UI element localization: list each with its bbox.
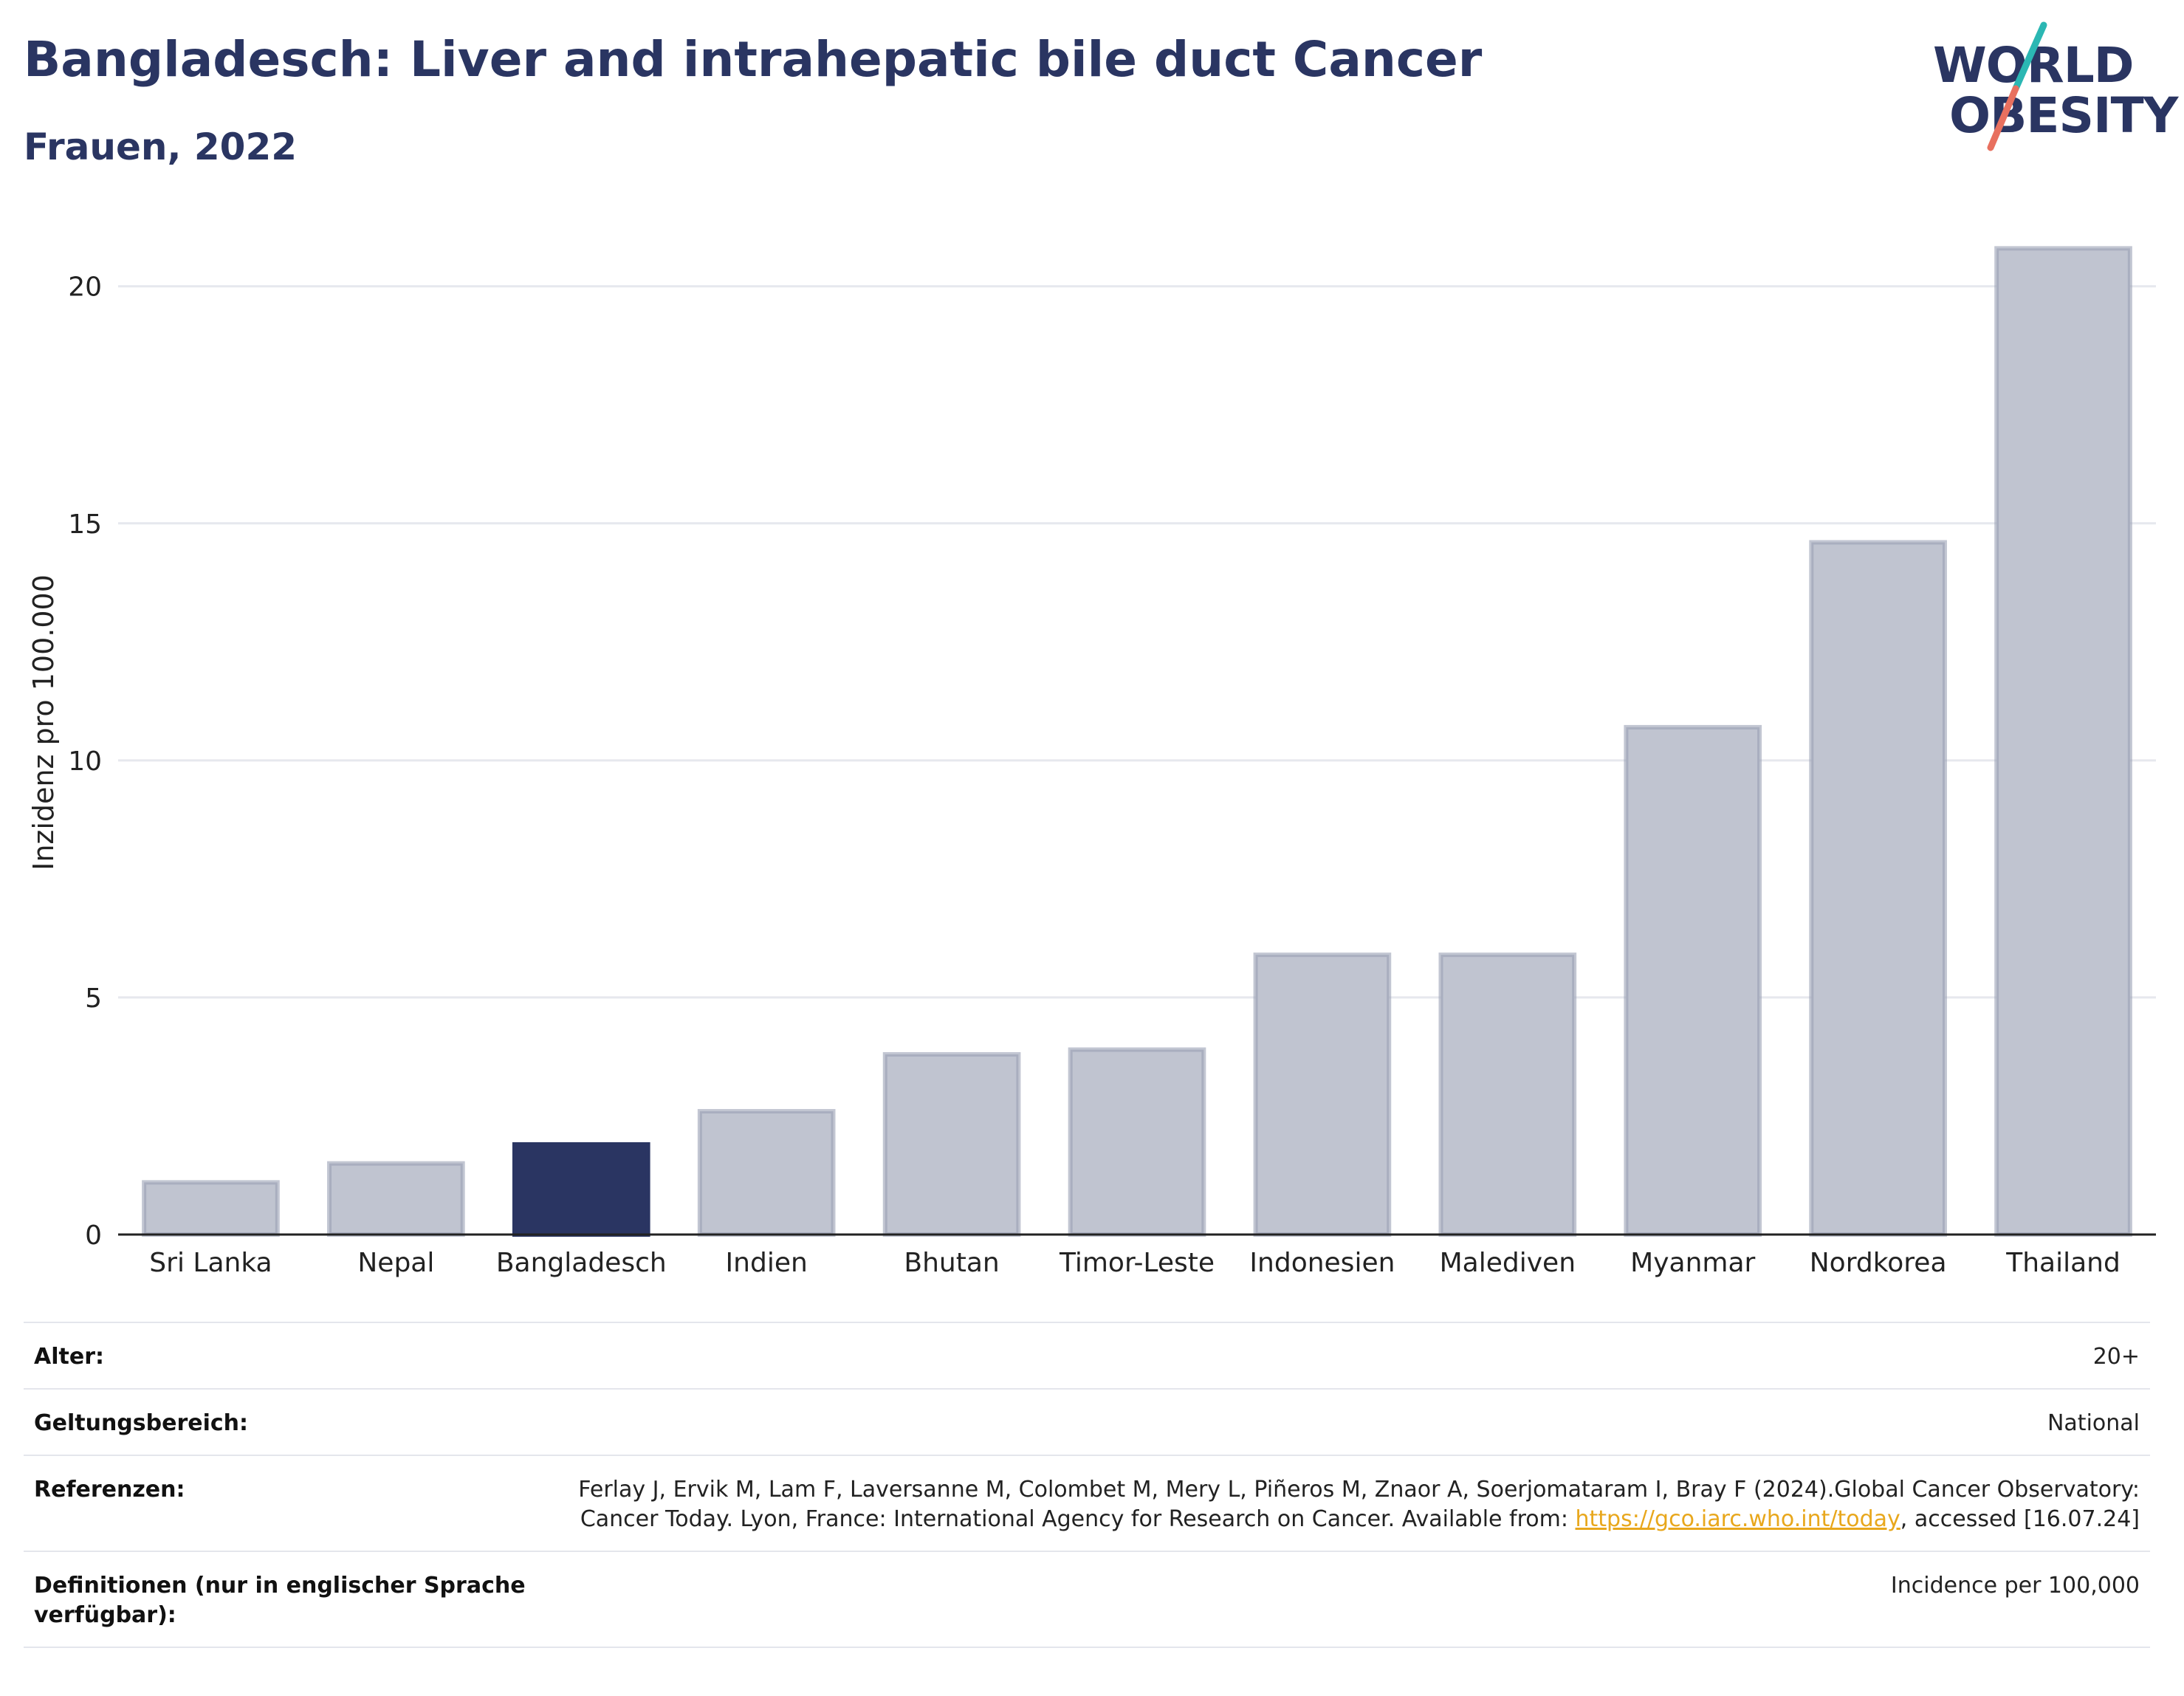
x-tick-label: Malediven <box>1440 1248 1576 1278</box>
chart-subtitle: Frauen, 2022 <box>24 126 298 168</box>
x-tick-label: Thailand <box>2005 1248 2121 1278</box>
y-tick-labels: 0 5 10 15 20 <box>68 272 102 1251</box>
x-tick-labels: Sri Lanka Nepal Bangladesch Indien Bhutan Tim… <box>149 1248 2121 1278</box>
y-tick-label: 0 <box>85 1220 102 1251</box>
bar-malediven <box>1438 952 1577 1237</box>
info-row-age: Alter: 20+ <box>24 1322 2150 1388</box>
info-label: Referenzen: <box>34 1477 185 1503</box>
x-tick-label: Nordkorea <box>1810 1248 1947 1278</box>
info-row-scope: Geltungsbereich: National <box>24 1388 2150 1455</box>
x-tick-label: Indien <box>726 1248 808 1278</box>
world-obesity-logo: WORLD OBESITY <box>1920 21 2178 161</box>
y-axis-title: Inzidenz pro 100.000 <box>27 574 60 871</box>
bar-nordkorea <box>1809 540 1947 1237</box>
bar-timor-leste <box>1068 1047 1206 1237</box>
info-value: Incidence per 100,000 <box>1890 1573 2140 1599</box>
info-value-references: Ferlay J, Ervik M, Lam F, Laversanne M, … <box>551 1475 2140 1534</box>
bar-chart: 0 5 10 15 20 Sri Lanka Nepal Bangladesch Indien… <box>27 246 2156 1278</box>
bar-sri-lanka <box>142 1180 280 1237</box>
bar-indien <box>697 1109 836 1237</box>
bar-myanmar <box>1624 724 1762 1237</box>
info-value: National <box>2047 1410 2140 1436</box>
y-tick-label: 5 <box>85 983 102 1014</box>
bar-indonesien <box>1253 952 1392 1237</box>
y-tick-label: 15 <box>68 509 102 540</box>
y-tick-label: 10 <box>68 746 102 777</box>
chart-title: Bangladesch: Liver and intrahepatic bile… <box>24 31 1483 88</box>
x-tick-label: Bhutan <box>904 1248 999 1278</box>
info-label: Alter: <box>34 1344 104 1370</box>
x-tick-label: Sri Lanka <box>149 1248 272 1278</box>
reference-text-end: , accessed [16.07.24] <box>1900 1506 2140 1532</box>
bar-nepal <box>327 1161 465 1237</box>
y-tick-label: 20 <box>68 272 102 303</box>
reference-link[interactable]: https://gco.iarc.who.int/today <box>1575 1506 1900 1532</box>
reference-text: Ferlay J, Ervik M, Lam F, Laversanne M, … <box>578 1477 2140 1532</box>
x-tick-label: Timor-Leste <box>1059 1248 1215 1278</box>
x-tick-label: Indonesien <box>1249 1248 1395 1278</box>
info-table: Alter: 20+ Geltungsbereich: National Ref… <box>24 1322 2150 1648</box>
info-value: 20+ <box>2092 1344 2140 1370</box>
logo-text-obesity: OBESITY <box>1949 87 2178 144</box>
info-label: Definitionen (nur in englischer Sprache … <box>34 1573 526 1628</box>
x-tick-label: Bangladesch <box>496 1248 667 1278</box>
x-tick-label: Nepal <box>357 1248 434 1278</box>
info-label: Geltungsbereich: <box>34 1410 249 1436</box>
info-row-definitions: Definitionen (nur in englischer Sprache … <box>24 1551 2150 1648</box>
info-row-references: Referenzen: Ferlay J, Ervik M, Lam F, La… <box>24 1455 2150 1551</box>
bar-thailand <box>1994 246 2132 1237</box>
bar-bhutan <box>882 1051 1021 1237</box>
logo-slash-icon <box>1987 21 2047 151</box>
x-tick-label: Myanmar <box>1630 1248 1755 1278</box>
bars <box>142 246 2132 1237</box>
bar-bangladesch <box>512 1141 650 1237</box>
